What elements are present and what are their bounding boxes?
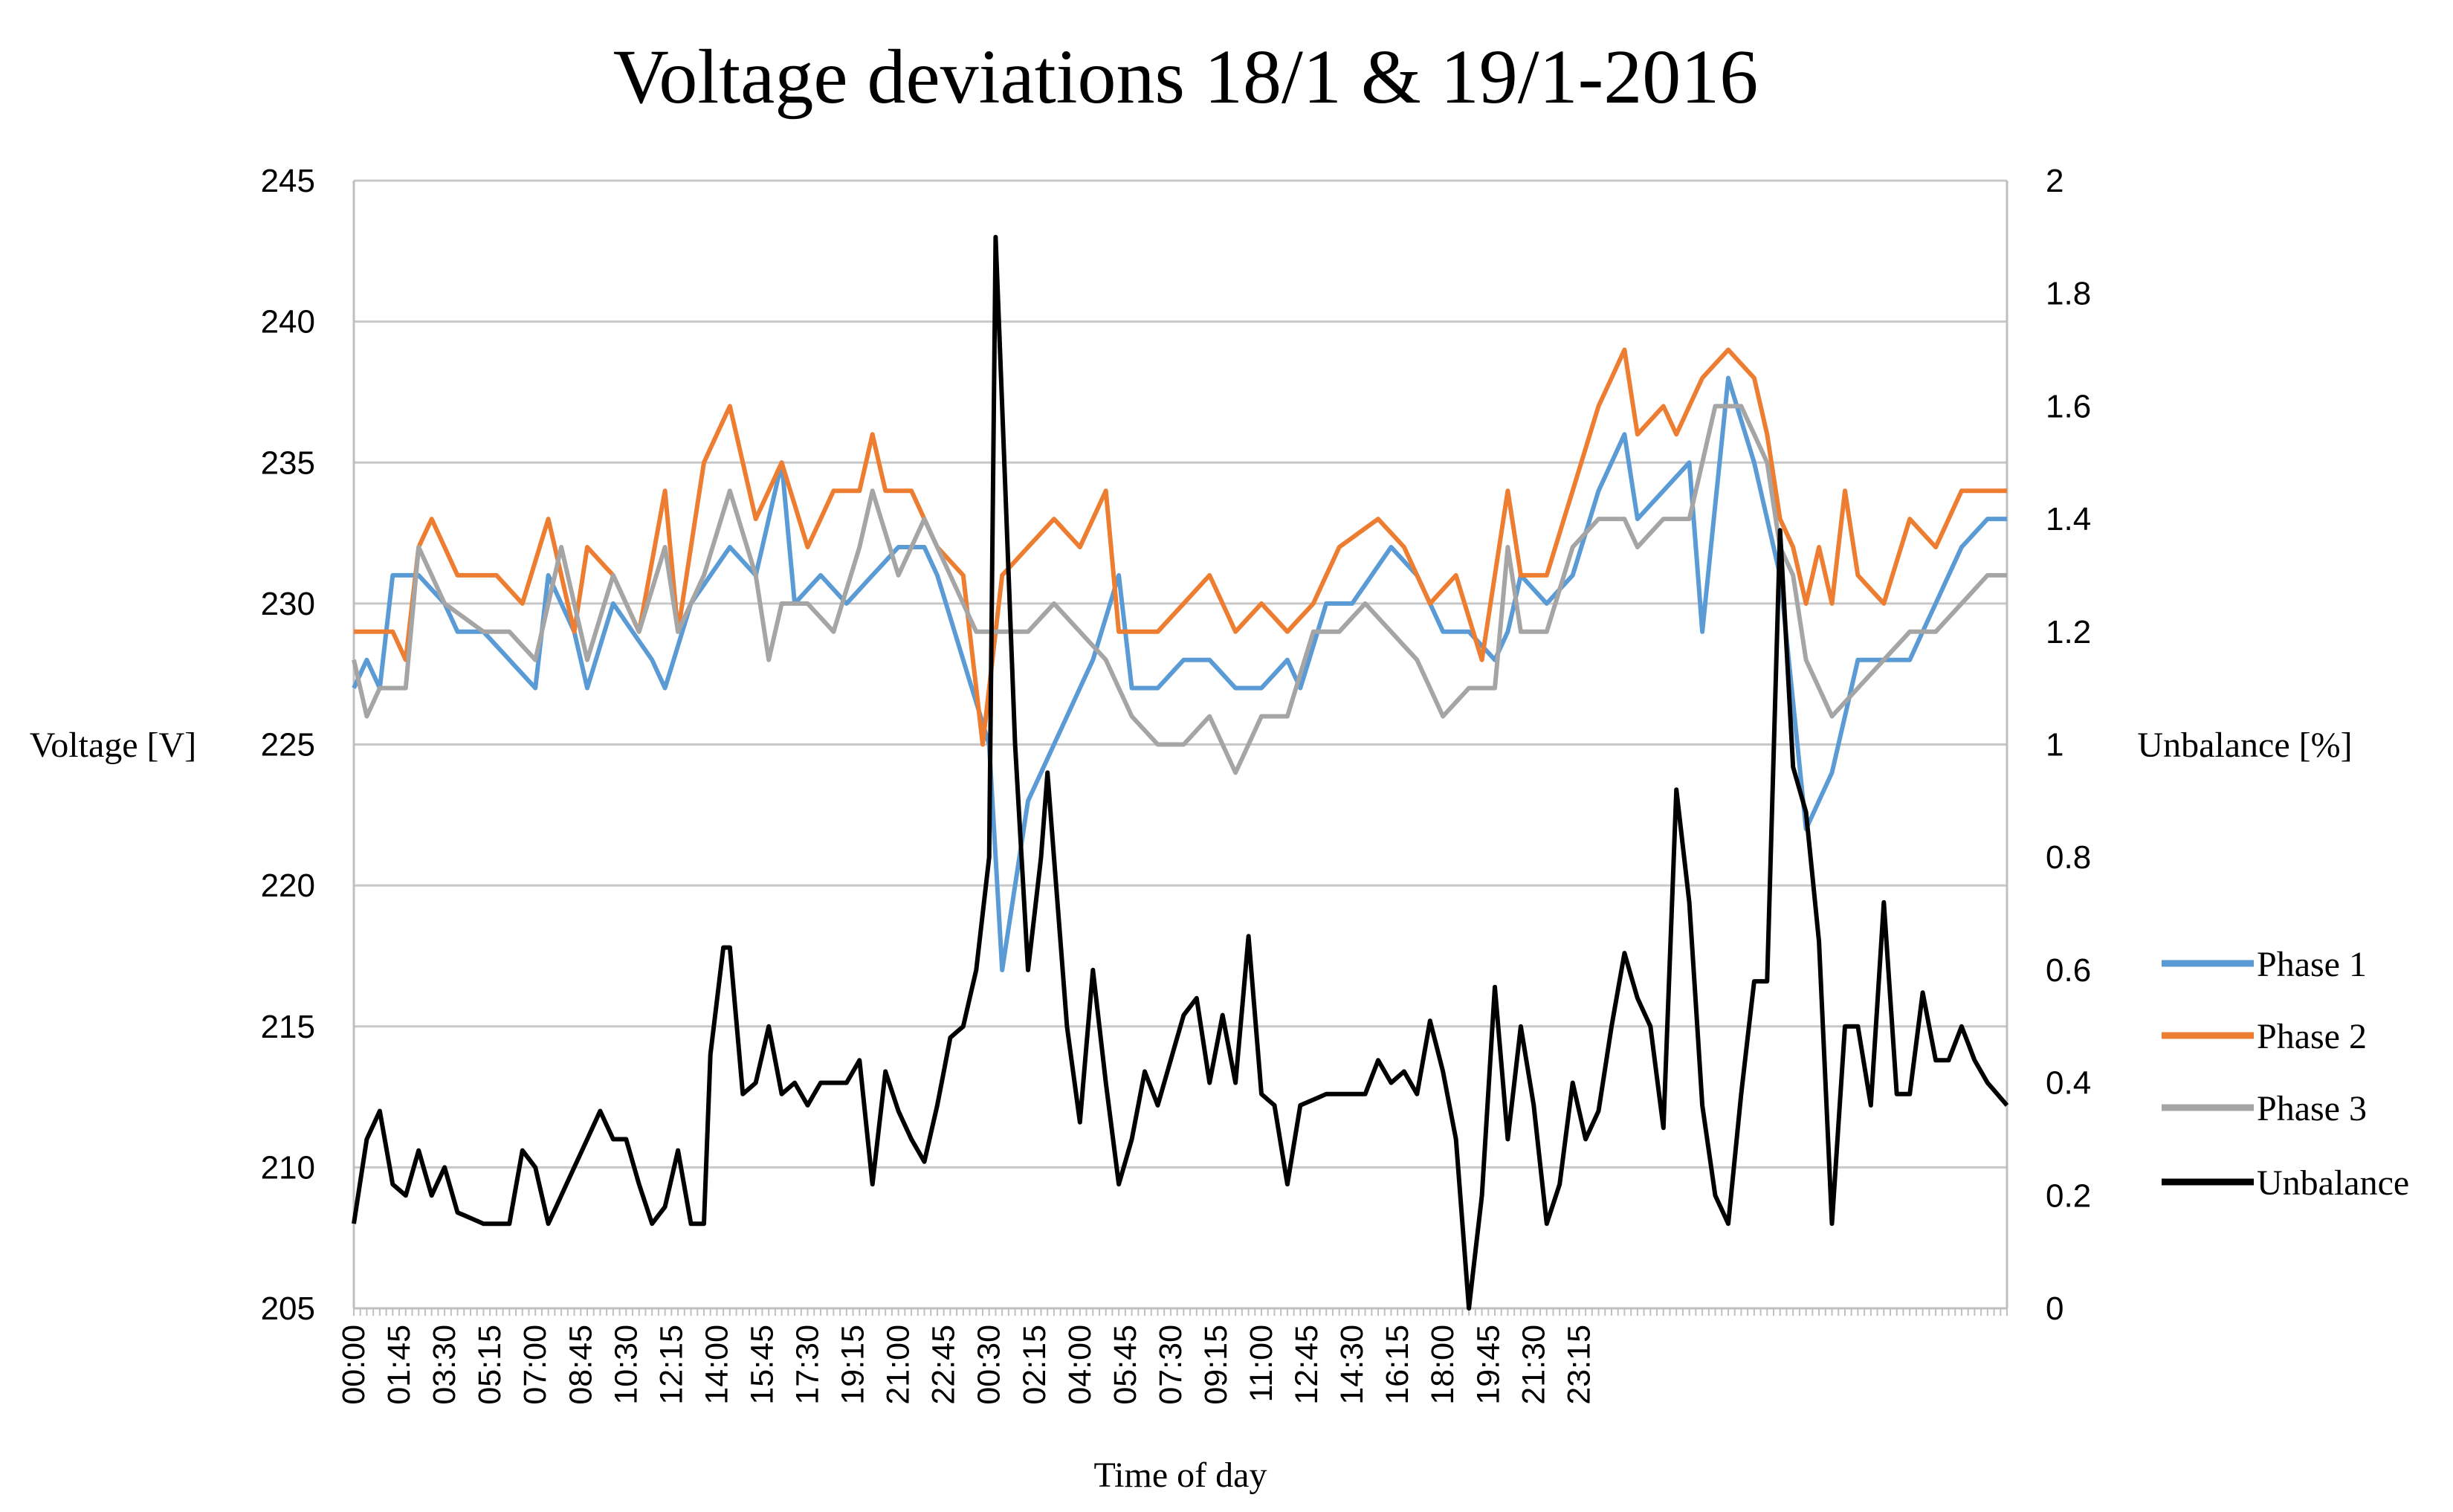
- x-tick-label: 01:45: [381, 1325, 417, 1405]
- x-tick-label: 19:45: [1470, 1325, 1506, 1405]
- x-tick-label: 15:45: [744, 1325, 780, 1405]
- legend-label: Unbalance: [2257, 1163, 2409, 1203]
- x-tick-label: 09:15: [1198, 1325, 1234, 1405]
- y2-tick-label: 2: [2046, 163, 2063, 199]
- y-tick-label: 240: [261, 304, 315, 340]
- y-tick-label: 245: [261, 163, 315, 199]
- x-tick-label: 08:45: [563, 1325, 598, 1405]
- x-tick-label: 10:30: [608, 1325, 644, 1405]
- series-phase-1-line: [352, 375, 2007, 972]
- y2-tick-label: 0.8: [2046, 839, 2091, 876]
- x-tick-label: 12:45: [1289, 1325, 1325, 1405]
- series-lines: [352, 234, 2009, 1311]
- x-tick-label: 11:00: [1244, 1325, 1279, 1402]
- legend: Phase 1 Phase 2 Phase 3 Unbalance: [2162, 945, 2409, 1203]
- x-tick-label: 00:30: [972, 1325, 1007, 1405]
- chart-title: Voltage deviations 18/1 & 19/1-2016: [613, 34, 1759, 120]
- x-tick-label: 03:30: [427, 1325, 462, 1405]
- x-tick-label: 04:00: [1062, 1325, 1098, 1405]
- series-phase-3-line: [352, 404, 2007, 775]
- x-tick-label: 02:15: [1017, 1325, 1053, 1405]
- y2-tick-label: 1.4: [2046, 501, 2091, 537]
- x-tick-label: 14:00: [699, 1325, 734, 1405]
- x-tick-label: 17:30: [790, 1325, 826, 1405]
- y-tick-label: 220: [261, 868, 315, 904]
- left-axis-ticks: 205 210 215 220 225 230 235 240 245: [261, 163, 315, 1327]
- x-tick-label: 22:45: [926, 1325, 962, 1405]
- y-tick-label: 230: [261, 586, 315, 622]
- y2-tick-label: 0.4: [2046, 1065, 2091, 1102]
- x-tick-label: 21:30: [1516, 1325, 1551, 1405]
- y-tick-label: 215: [261, 1009, 315, 1045]
- legend-label: Phase 1: [2257, 945, 2367, 984]
- y2-axis-label: Unbalance [%]: [2137, 726, 2352, 765]
- legend-label: Phase 3: [2257, 1089, 2367, 1128]
- x-tick-label: 12:15: [653, 1325, 689, 1405]
- series-phase-2-line: [354, 347, 2007, 747]
- x-axis-ticks: 00:00 01:45 03:30 05:15 07:00 08:45 10:30 12:15…: [336, 1325, 1597, 1405]
- y-tick-label: 225: [261, 727, 315, 763]
- y-tick-label: 210: [261, 1149, 315, 1186]
- x-tick-label: 05:15: [472, 1325, 508, 1405]
- y2-tick-label: 0.2: [2046, 1177, 2091, 1214]
- y2-tick-label: 0.6: [2046, 952, 2091, 989]
- y2-tick-label: 1: [2046, 727, 2063, 763]
- x-tick-label: 05:45: [1108, 1325, 1143, 1405]
- x-tick-label: 23:15: [1561, 1325, 1597, 1405]
- x-tick-label: 18:00: [1425, 1325, 1461, 1405]
- x-axis-label: Time of day: [1094, 1456, 1267, 1495]
- y-tick-label: 235: [261, 445, 315, 481]
- right-axis-ticks: 0 0.2 0.4 0.6 0.8 1 1.2 1.4 1.6 1.8 2: [2046, 163, 2091, 1327]
- y2-tick-label: 0: [2046, 1290, 2063, 1327]
- x-tick-label: 00:00: [336, 1325, 372, 1405]
- y-tick-label: 205: [261, 1290, 315, 1327]
- x-tick-label: 16:15: [1380, 1325, 1415, 1405]
- y-axis-label: Voltage [V]: [30, 726, 196, 765]
- grid: [352, 179, 2008, 1316]
- y2-tick-label: 1.2: [2046, 614, 2091, 650]
- x-tick-label: 21:00: [881, 1325, 917, 1405]
- legend-label: Phase 2: [2257, 1017, 2367, 1056]
- x-tick-label: 07:30: [1153, 1325, 1189, 1405]
- x-tick-label: 07:00: [517, 1325, 553, 1405]
- y2-tick-label: 1.8: [2046, 276, 2091, 312]
- y2-tick-label: 1.6: [2046, 388, 2091, 424]
- x-tick-label: 19:15: [836, 1325, 871, 1405]
- x-tick-label: 14:30: [1334, 1325, 1370, 1405]
- series-unbalance-line: [352, 234, 2009, 1311]
